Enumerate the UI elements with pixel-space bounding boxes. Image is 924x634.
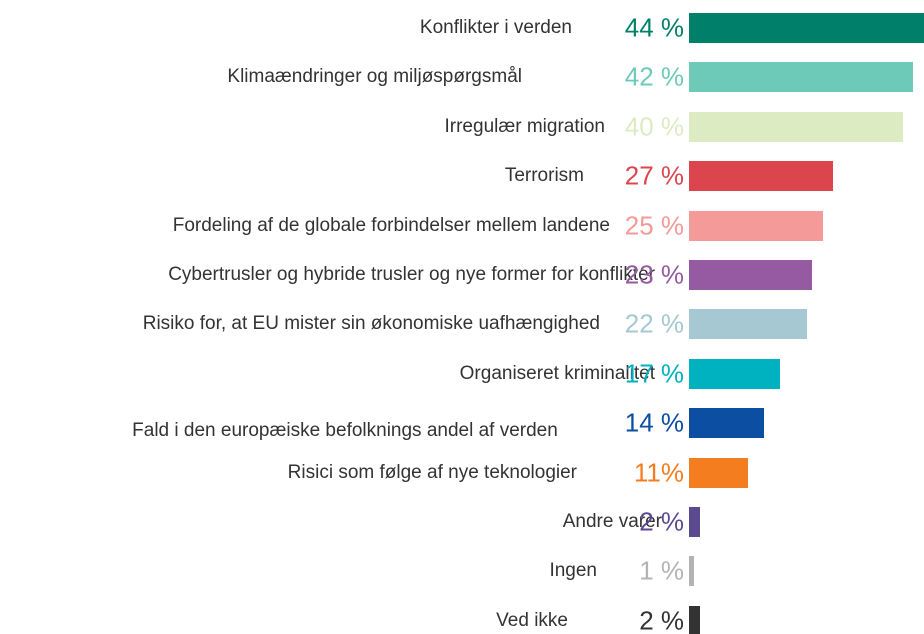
bar: [689, 507, 700, 537]
category-label: Risiko for, at EU mister sin økonomiske …: [142, 313, 600, 335]
category-label: Klimaændringer og miljøspørgsmål: [227, 66, 522, 88]
value-label: 2 %: [639, 605, 684, 634]
value-label: 44 %: [624, 12, 684, 43]
category-label: Fald i den europæiske befolknings andel …: [132, 420, 558, 442]
bar: [689, 358, 780, 389]
bar: [689, 111, 903, 142]
category-label: Terrorism: [504, 165, 584, 187]
bar: [689, 556, 695, 587]
value-label: 23 %: [624, 259, 684, 290]
value-label: 27 %: [624, 160, 684, 191]
category-label: Ingen: [549, 560, 597, 582]
value-label: 42 %: [624, 61, 684, 92]
bar: [689, 309, 807, 340]
value-label: 14 %: [624, 407, 684, 438]
category-label: Organiseret kriminalitet: [459, 362, 655, 384]
category-label: Fordeling af de globale forbindelser mel…: [172, 214, 610, 236]
bar: [689, 260, 812, 290]
value-label: 1 %: [639, 555, 684, 586]
category-label: Ved ikke: [496, 609, 568, 631]
value-label: 40 %: [624, 111, 684, 142]
bar: [689, 62, 914, 93]
category-label: Irregulær migration: [444, 115, 606, 137]
value-label: 22 %: [624, 308, 684, 339]
category-label: Konflikter i verden: [419, 17, 572, 38]
bar: [689, 408, 764, 439]
bar: [689, 210, 823, 241]
category-label: Cybertrusler og hybride trusler og nye f…: [168, 264, 655, 285]
value-label: 2 %: [639, 506, 684, 537]
category-label: Risici som følge af nye teknologier: [287, 461, 577, 483]
value-label: 11%: [633, 457, 684, 488]
value-label: 25 %: [624, 210, 684, 241]
category-label: Andre varer: [562, 511, 662, 532]
bar: [689, 161, 834, 192]
bar: [689, 13, 924, 43]
bar: [689, 605, 700, 634]
bar: [689, 457, 748, 488]
value-label: 17 %: [624, 358, 684, 389]
